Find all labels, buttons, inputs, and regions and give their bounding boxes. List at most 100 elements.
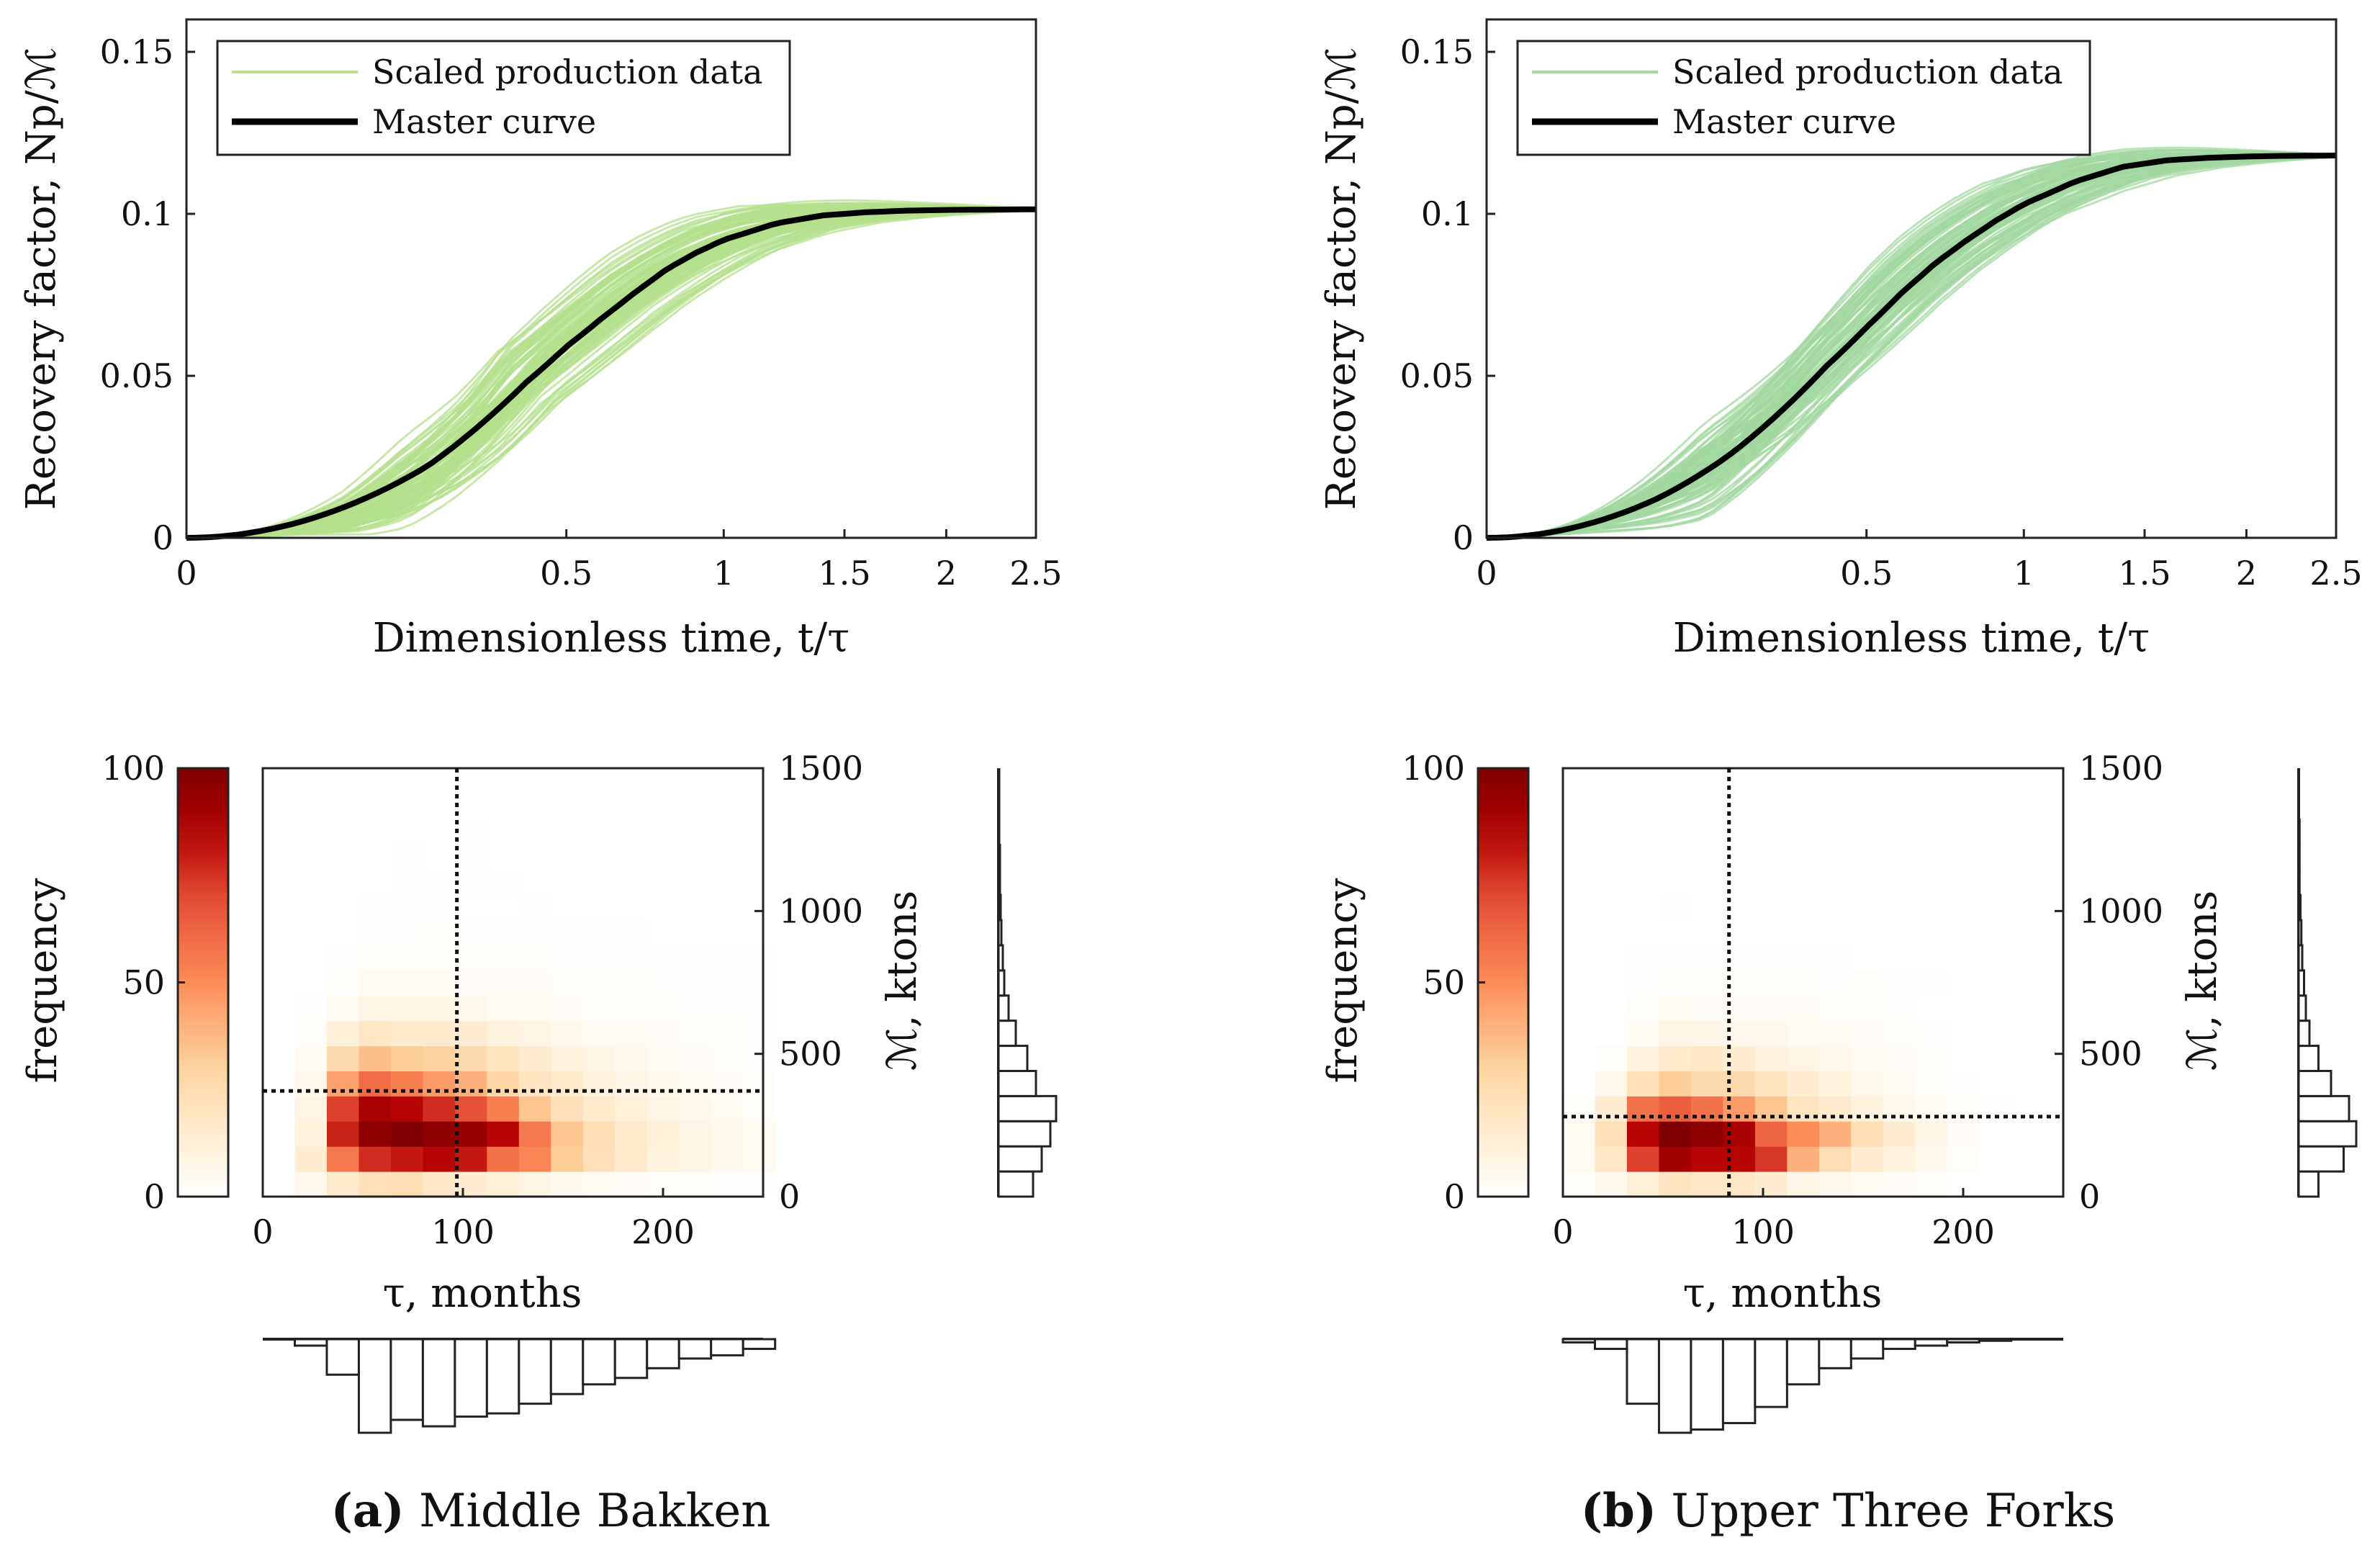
heatmap-cell [743,970,776,996]
legend-label-master: Master curve [1672,102,1896,141]
caption-text: Upper Three Forks [1671,1485,2115,1538]
heatmap-cell [1690,1071,1723,1097]
heatmap-cell [1787,1146,1820,1172]
y-tick-label: 0 [2079,1177,2100,1216]
heatmap-cell [326,970,359,996]
legend-label-production: Scaled production data [1672,53,2063,91]
heatmap-cell [1659,1020,1692,1047]
histogram-bar [454,1338,488,1418]
heatmap-cell [423,1096,456,1122]
heatmap-cell [1851,1121,1884,1147]
heatmap-cell [294,995,328,1022]
recovery-plot-b: 0 0.5 1 1.5 2 2.5 0 0.05 0.1 0.15 Scaled producti… [1318,18,2363,662]
x-tick-label: 2 [2236,554,2257,593]
heatmap-cell [1754,1071,1788,1097]
heatmap-cell [359,945,392,971]
heatmap-cell [487,920,520,946]
heatmap-cell [711,1121,744,1147]
heatmap-cell [423,970,456,996]
colorbar-label: frequency [1320,878,1366,1083]
heatmap-cell [326,1045,359,1071]
heatmap-cell [646,1121,680,1147]
histogram-bar [2297,1019,2311,1048]
y-tick-label: 0 [153,518,173,557]
heatmap-cell [454,845,487,870]
histogram-bar [997,1120,1052,1148]
heatmap-cell [615,1146,648,1172]
heatmap-cell [582,1045,616,1071]
heatmap-cell [423,920,456,946]
heatmap-cell [1851,1045,1884,1071]
series-layer [186,199,1037,541]
production-curve [1487,156,2336,538]
heatmap-cell [1659,1071,1692,1097]
M-histogram [997,768,1058,1198]
heatmap-cell [487,1121,520,1147]
heatmap-cell [1563,1121,1595,1147]
histogram-bar [677,1338,713,1360]
heatmap-cell [679,1171,712,1197]
histogram-bar [518,1338,552,1405]
x-axis-label: Dimensionless time, t/τ [373,615,849,662]
heatmap-cell [518,1146,551,1172]
heatmap-cell [1818,995,1852,1022]
heatmap-cell [646,1045,680,1071]
heatmap-cell [1723,945,1756,971]
heatmap-cell [1754,945,1788,971]
legend-box [216,40,791,156]
heatmap-cell [423,895,456,921]
heatmap-cell [1947,1146,1980,1172]
heatmap-cell [294,1020,328,1047]
heatmap-cell [1690,1146,1723,1172]
histogram-bar [389,1338,424,1421]
production-curve [186,208,1036,538]
heatmap-cell [711,1146,744,1172]
y-axis-label: ℳ, ktons [2179,891,2226,1071]
heatmap-cell [390,995,423,1022]
histogram-bar [1690,1338,1724,1431]
histogram-bar [1946,1338,1980,1343]
histogram-bar [2297,919,2303,947]
heatmap-cell [1690,995,1723,1022]
heatmap-cell [487,995,520,1022]
histogram-bar [325,1338,360,1376]
heatmap-cell [1723,995,1756,1022]
heatmap-cell [551,995,584,1022]
y-tick-label: 1500 [2079,749,2163,788]
heatmap-cell [1754,970,1788,996]
y-tick-label: 0 [779,1177,800,1216]
heatmap-cell [359,1020,392,1047]
heatmap-cell [390,1171,423,1197]
heatmap-cell [1626,1020,1659,1047]
heatmap-cell [1626,945,1659,971]
heatmap-cell [679,1020,712,1047]
x-tick-label: 200 [631,1212,695,1251]
heatmap-cell [487,1020,520,1047]
heatmap-cells [1563,895,2012,1197]
heatmap-cell [1754,1171,1788,1197]
heatmap-cell [390,1020,423,1047]
heatmap-cell [1690,1020,1723,1047]
heatmap-cell [615,995,648,1022]
heatmap-cell [615,920,648,946]
histogram-bar [997,1069,1037,1097]
heatmap-cell [423,1045,456,1071]
heatmap-cell [423,995,456,1022]
heatmap-cell [1754,1121,1788,1147]
histogram-bar [485,1338,520,1415]
heatmap-cell [1883,1071,1916,1097]
heatmap-cell [551,1020,584,1047]
heatmap-cell [711,995,744,1022]
x-tick-label: 0 [252,1212,273,1251]
series-layer [1486,146,2337,541]
y-tick-label: 0.1 [121,194,173,233]
x-axis-label: τ, months [1683,1270,1883,1317]
master-curve [1486,153,2337,541]
heatmap-cell [1915,1121,1948,1147]
histogram-bar [2297,893,2302,922]
histogram-bar [2297,1094,2350,1122]
heatmap-cell [359,1171,392,1197]
heatmap-cell [454,920,487,946]
heatmap-cell [1690,970,1723,996]
y-tick-label: 0.15 [1400,32,1474,71]
